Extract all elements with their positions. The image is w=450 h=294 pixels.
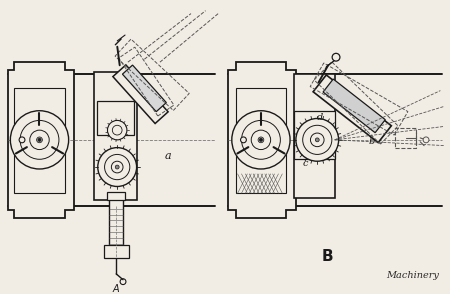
Circle shape	[241, 137, 246, 143]
Bar	[104, 245, 129, 258]
Circle shape	[423, 137, 429, 143]
Text: b: b	[369, 137, 375, 146]
Circle shape	[310, 133, 324, 147]
Circle shape	[115, 165, 119, 169]
Polygon shape	[313, 75, 392, 143]
Polygon shape	[9, 62, 74, 218]
Bar	[14, 88, 65, 193]
Circle shape	[296, 118, 339, 161]
Text: c: c	[303, 159, 308, 168]
Polygon shape	[122, 65, 166, 112]
Polygon shape	[323, 79, 385, 133]
Bar	[294, 111, 335, 159]
Bar	[108, 192, 125, 200]
Text: B: B	[321, 249, 333, 264]
Text: A: A	[113, 284, 120, 294]
Bar	[236, 88, 286, 193]
Circle shape	[111, 161, 123, 173]
Bar	[109, 198, 123, 247]
Circle shape	[258, 137, 264, 143]
Circle shape	[242, 121, 280, 159]
Text: a: a	[165, 151, 171, 161]
Circle shape	[232, 111, 290, 169]
Circle shape	[98, 148, 137, 186]
Circle shape	[20, 121, 59, 159]
Circle shape	[30, 130, 49, 150]
Circle shape	[332, 53, 340, 61]
Circle shape	[36, 137, 42, 143]
Polygon shape	[113, 65, 168, 123]
Circle shape	[38, 138, 41, 141]
Circle shape	[120, 279, 126, 285]
Circle shape	[251, 130, 270, 150]
Circle shape	[10, 111, 69, 169]
Circle shape	[303, 125, 332, 154]
Polygon shape	[228, 62, 296, 218]
Circle shape	[112, 125, 122, 135]
Text: Machinery: Machinery	[386, 271, 439, 280]
Text: d: d	[317, 113, 323, 122]
Circle shape	[19, 137, 25, 143]
Bar	[97, 101, 134, 135]
Circle shape	[104, 154, 130, 180]
Circle shape	[315, 138, 319, 142]
Circle shape	[108, 121, 127, 140]
Circle shape	[260, 138, 262, 141]
Bar	[94, 72, 137, 200]
Bar	[294, 74, 335, 198]
